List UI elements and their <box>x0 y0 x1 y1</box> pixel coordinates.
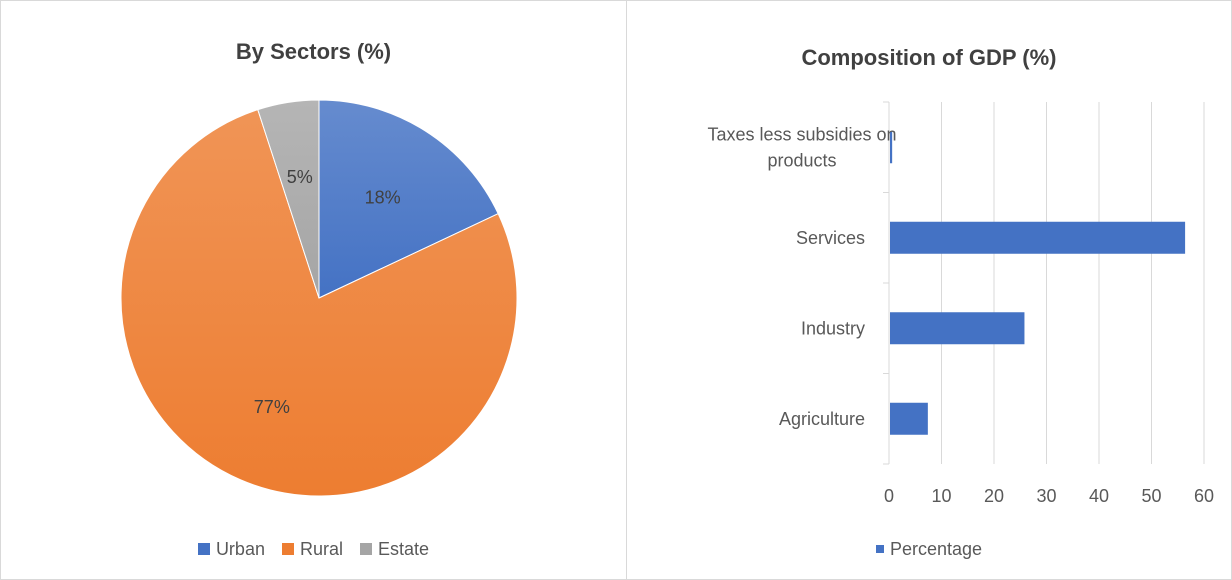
category-label: Agriculture <box>779 409 865 429</box>
legend-item-estate: Estate <box>360 539 429 560</box>
category-label: products <box>767 150 836 170</box>
pie-slice-estate <box>257 99 320 299</box>
pie-chart-legend: Urban Rural Estate <box>1 539 626 560</box>
bar-chart-legend: Percentage <box>627 539 1231 560</box>
legend-label: Urban <box>215 539 265 559</box>
bar-chart-panel: Composition of GDP (%) 0 10 20 30 40 50 60 Taxe… <box>627 0 1232 580</box>
legend-swatch <box>281 543 294 556</box>
legend-swatch <box>875 545 884 554</box>
x-tick-label: 0 <box>884 486 894 506</box>
legend-item-urban: Urban <box>197 539 265 560</box>
bar <box>890 131 893 164</box>
pie-chart-title: By Sectors (%) <box>235 39 392 64</box>
legend-label: Estate <box>378 539 430 559</box>
category-label: Taxes less subsidies on <box>707 124 896 144</box>
x-tick-label: 60 <box>1194 486 1214 506</box>
category-label: Services <box>796 228 865 248</box>
bar <box>890 312 1025 345</box>
x-tick-label: 10 <box>931 486 951 506</box>
category-label: Industry <box>801 318 865 338</box>
x-tick-label: 50 <box>1141 486 1161 506</box>
x-tick-label: 40 <box>1089 486 1109 506</box>
pie-chart: 18% 77% 5% <box>120 99 518 497</box>
x-tick-label: 20 <box>984 486 1004 506</box>
pie-chart-panel: By Sectors (%) 18% 77% 5% Urban Rural Esta… <box>0 0 627 580</box>
pie-slice-rural <box>120 109 518 497</box>
pie-data-label: 77% <box>254 397 290 417</box>
legend-swatch <box>197 543 210 556</box>
legend-swatch <box>360 543 373 556</box>
pie-slice-urban <box>318 99 499 299</box>
x-tick-label: 30 <box>1036 486 1056 506</box>
bar <box>890 221 1186 254</box>
legend-item-rural: Rural <box>281 539 343 560</box>
legend-label: Rural <box>299 539 343 559</box>
bar-chart-title: Composition of GDP (%) <box>801 45 1057 70</box>
bar <box>890 402 928 435</box>
legend-item-percentage: Percentage <box>875 539 983 560</box>
pie-data-label: 18% <box>365 188 401 208</box>
bar-chart: 0 10 20 30 40 50 60 Taxes less subsidies on prod… <box>707 101 1214 506</box>
pie-data-label: 5% <box>287 167 313 187</box>
legend-label: Percentage <box>889 539 983 559</box>
